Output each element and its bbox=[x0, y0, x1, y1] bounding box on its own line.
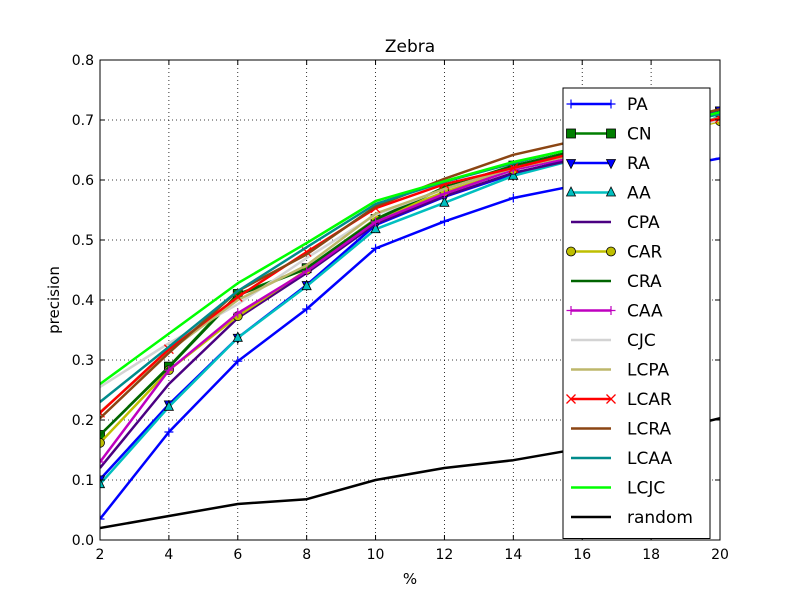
legend-label-lcar: LCAR bbox=[627, 390, 672, 410]
x-tick-label: 12 bbox=[436, 547, 454, 563]
data-point-lcar bbox=[163, 344, 174, 355]
legend-marker-lcar bbox=[606, 394, 616, 404]
legend-label-pa: PA bbox=[627, 95, 648, 115]
data-point-caa bbox=[371, 217, 381, 227]
legend-label-aa: AA bbox=[627, 184, 651, 204]
data-point-pa bbox=[508, 193, 518, 203]
legend-label-ra: RA bbox=[627, 154, 650, 174]
legend-marker-aa bbox=[605, 186, 617, 197]
legend-label-lcpa: LCPA bbox=[627, 361, 670, 381]
y-tick-label: 0.2 bbox=[72, 413, 94, 429]
legend-label-lcaa: LCAA bbox=[627, 449, 672, 469]
legend-marker-lcar bbox=[566, 394, 576, 404]
y-tick-label: 0.3 bbox=[72, 353, 94, 369]
legend-marker-car bbox=[566, 246, 576, 257]
legend-marker-caa bbox=[606, 306, 616, 315]
legend-marker-cn bbox=[566, 128, 576, 139]
data-point-car bbox=[100, 437, 105, 448]
data-point-cn bbox=[100, 430, 105, 440]
legend-label-caa: CAA bbox=[627, 302, 663, 322]
data-point-pa bbox=[233, 356, 243, 366]
data-point-pa bbox=[302, 304, 312, 314]
x-tick-label: 16 bbox=[573, 547, 591, 563]
legend-label-lcra: LCRA bbox=[627, 420, 671, 440]
legend-marker-ra bbox=[565, 159, 577, 170]
chart-title: Zebra bbox=[385, 37, 435, 57]
x-tick-label: 2 bbox=[96, 547, 105, 563]
legend-label-cpa: CPA bbox=[627, 213, 660, 233]
legend-label-car: CAR bbox=[627, 243, 662, 263]
x-tick-label: 10 bbox=[367, 547, 385, 563]
data-point-aa bbox=[163, 400, 175, 411]
legend-label-lcjc: LCJC bbox=[627, 479, 665, 499]
y-tick-label: 0.8 bbox=[72, 53, 94, 69]
y-tick-label: 0.1 bbox=[72, 473, 94, 489]
data-point-caa bbox=[164, 365, 174, 375]
data-point-pa bbox=[439, 216, 449, 226]
data-point-aa bbox=[439, 196, 450, 207]
legend-marker-cn bbox=[606, 128, 616, 139]
axis-ticks: 2 4 6 8 10 12 14 16 18 20 0.0 0.1 0.2 0.3 0.4 0.5 0.6 0.7… bbox=[72, 53, 729, 563]
legend-label-cjc: CJC bbox=[627, 331, 656, 351]
x-tick-label: 18 bbox=[642, 547, 660, 563]
y-tick-label: 0.4 bbox=[72, 293, 94, 309]
legend-marker-caa bbox=[566, 306, 576, 315]
x-tick-label: 8 bbox=[302, 547, 311, 563]
y-tick-label: 0.5 bbox=[72, 233, 94, 249]
x-tick-label: 6 bbox=[233, 547, 242, 563]
data-point-pa bbox=[164, 427, 174, 437]
data-point-caa bbox=[233, 308, 243, 318]
y-axis-label: precision bbox=[45, 266, 63, 334]
x-axis-label: % bbox=[403, 570, 417, 588]
legend-marker-car bbox=[606, 246, 616, 257]
legend-marker-aa bbox=[565, 186, 577, 197]
legend-marker-ra bbox=[605, 159, 617, 170]
data-point-pa bbox=[100, 514, 105, 524]
data-point-aa bbox=[232, 331, 243, 342]
data-point-caa bbox=[439, 189, 449, 199]
data-point-pa bbox=[371, 243, 381, 253]
data-point-caa bbox=[100, 457, 105, 467]
legend-marker-pa bbox=[566, 99, 576, 109]
data-point-aa bbox=[100, 477, 106, 489]
legend-label-cn: CN bbox=[627, 125, 652, 145]
data-point-aa bbox=[301, 279, 312, 291]
legend-marker-pa bbox=[606, 99, 616, 109]
data-point-aa bbox=[370, 222, 381, 234]
x-tick-label: 4 bbox=[164, 547, 173, 563]
data-point-caa bbox=[302, 266, 312, 276]
legend: PA CN RA AA CPA CAR CRA CAA CJC LCPA LCAR LCRA LCAA L… bbox=[562, 87, 711, 539]
legend-label-random: random bbox=[627, 508, 693, 528]
data-point-pa bbox=[715, 153, 720, 163]
y-tick-label: 0.7 bbox=[72, 113, 94, 129]
legend-label-cra: CRA bbox=[627, 272, 662, 292]
x-tick-label: 20 bbox=[711, 547, 729, 563]
x-tick-label: 14 bbox=[504, 547, 522, 563]
y-tick-label: 0.0 bbox=[72, 533, 94, 549]
y-tick-label: 0.6 bbox=[72, 173, 94, 189]
